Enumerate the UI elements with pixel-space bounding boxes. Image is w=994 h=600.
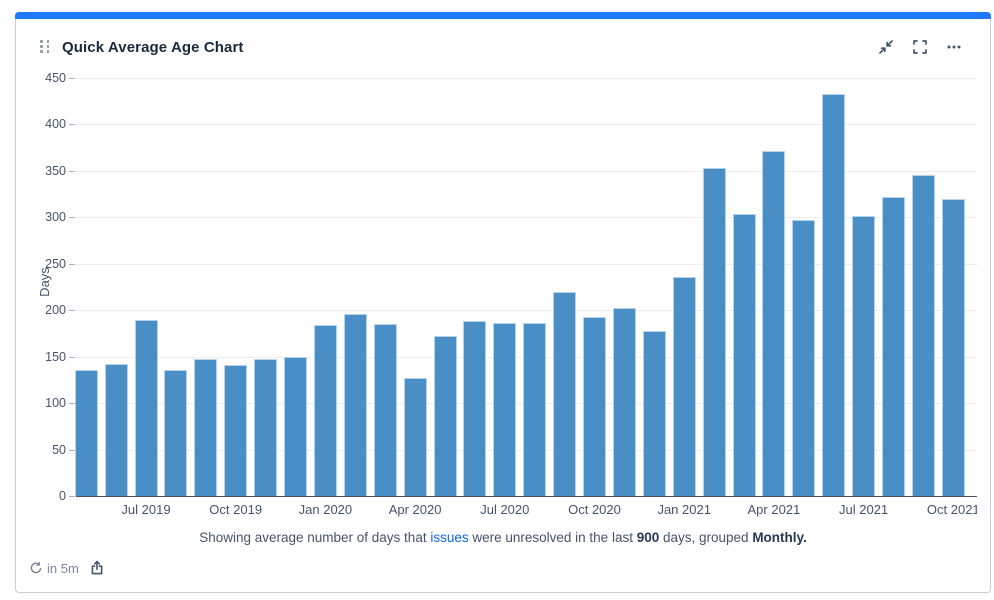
y-tick-label: 100 [45,396,66,411]
gadget-footer-bar: in 5m [29,559,108,577]
refresh-countdown: in 5m [47,560,79,576]
bar[interactable] [732,213,756,496]
x-axis-line [76,496,977,497]
gridline [76,78,977,79]
gridline [76,263,977,265]
caption-days-value: 900 [636,530,660,545]
plot-area: 0 50 100 150 200 250 300 350 400 450 Jul 2019 Oct 2… [45,71,977,517]
x-tick-label: Jul 2021 [839,502,889,517]
bar[interactable] [104,364,128,496]
bar[interactable] [403,378,427,496]
refresh-icon [30,561,42,574]
bar-chart: 0 50 100 150 200 250 300 350 400 450 Jul 2019 Oct 2… [16,63,977,525]
y-tick-label: 0 [59,489,66,503]
more-options-icon[interactable] [944,37,964,57]
bar[interactable] [373,324,397,496]
bar[interactable] [224,365,248,496]
export-icon[interactable] [86,558,108,578]
caption-grouping-value: Monthly. [752,530,807,545]
bar[interactable] [433,336,457,496]
x-tick-label: Apr 2020 [388,502,442,517]
bar[interactable] [343,313,367,496]
x-tick-label: Oct 2019 [209,502,263,517]
bar[interactable] [284,356,307,496]
bar[interactable] [762,151,786,496]
bar[interactable] [882,196,905,496]
y-tick-label: 50 [52,442,66,457]
gridline [76,170,977,172]
bar[interactable] [134,320,158,496]
y-tick-mark [69,170,75,172]
x-tick-label: Oct 2021 [926,502,977,517]
x-tick-label: Oct 2020 [568,502,621,517]
y-tick-mark [69,310,75,312]
gridline [76,124,977,126]
x-tick-label: Jul 2019 [121,502,171,517]
caption-text: days, grouped [659,530,753,545]
chart-caption: Showing average number of days that issu… [16,530,990,545]
issues-link[interactable]: issues [430,530,469,545]
x-tick-label: Jan 2020 [298,502,353,517]
y-tick-mark [69,449,75,451]
bar[interactable] [792,220,816,496]
y-tick-mark [69,217,75,219]
bar[interactable] [672,276,696,496]
caption-text: were unresolved in the last [468,530,637,545]
y-tick-label: 150 [45,349,66,364]
bar[interactable] [463,321,487,496]
y-axis-label: Days [37,267,52,297]
gadget-accent-bar [15,12,991,19]
y-tick-mark [69,496,75,497]
y-tick-label: 350 [45,163,66,178]
bar[interactable] [553,291,577,496]
bar[interactable] [164,369,188,496]
refresh-status[interactable]: in 5m [29,561,79,576]
gadget-card: Quick Average Age Chart 0 50 100 150 200 250 3… [15,12,991,593]
y-tick-mark [69,124,75,126]
bar[interactable] [74,369,98,496]
x-tick-label: Apr 2021 [747,502,801,517]
bar[interactable] [194,358,218,496]
bar[interactable] [642,330,666,496]
collapse-icon[interactable] [876,37,896,57]
y-tick-label: 200 [45,303,66,318]
bar[interactable] [523,323,547,496]
gadget-title: Quick Average Age Chart [62,39,244,56]
bar[interactable] [822,93,846,496]
x-tick-label: Jan 2021 [657,502,711,517]
fullscreen-icon[interactable] [910,37,930,57]
y-tick-label: 300 [45,210,66,225]
gadget-header-actions [876,37,964,57]
bar[interactable] [702,168,726,496]
drag-handle-icon[interactable] [40,40,50,53]
y-tick-mark [69,356,75,358]
bar[interactable] [254,358,278,496]
y-tick-label: 450 [45,71,66,85]
y-tick-label: 400 [45,117,66,132]
y-tick-mark [69,403,75,405]
bar[interactable] [493,323,517,496]
y-tick-mark [69,78,75,79]
gridline [76,310,977,312]
bar[interactable] [941,198,965,496]
gridline [76,217,977,219]
y-tick-mark [69,263,75,265]
bar[interactable] [852,216,876,496]
bar[interactable] [911,174,935,496]
bar[interactable] [313,325,337,496]
bar[interactable] [612,308,636,496]
caption-text: Showing average number of days that [199,530,431,545]
y-tick-label: 250 [45,256,66,271]
x-tick-label: Jul 2020 [480,502,530,517]
bar[interactable] [583,316,606,496]
